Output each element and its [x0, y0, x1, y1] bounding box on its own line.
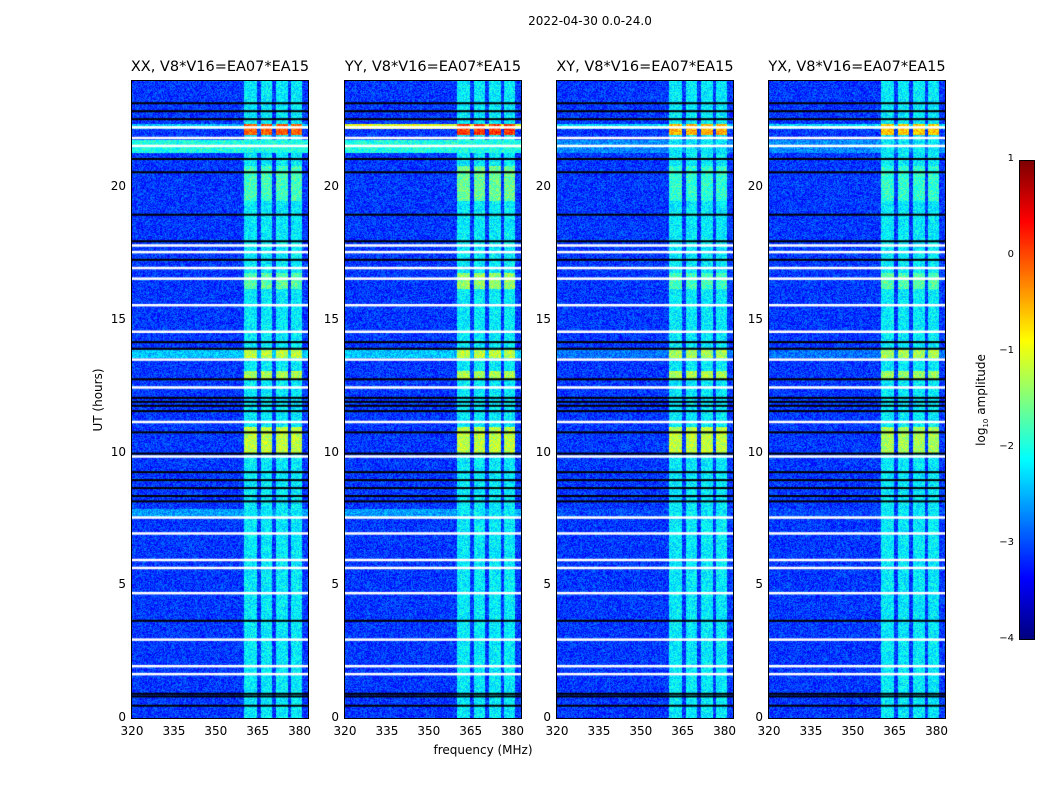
- heatmap-panel-yx: [768, 80, 946, 719]
- y-tick-label: 15: [535, 311, 551, 326]
- x-tick-label: 320: [120, 724, 144, 738]
- x-tick-label: 350: [629, 724, 653, 738]
- x-tick-label: 320: [545, 724, 569, 738]
- x-tick-label: 335: [375, 724, 399, 738]
- x-tick-label: 365: [671, 724, 695, 738]
- x-tick-label: 335: [587, 724, 611, 738]
- heatmap-panel-xy: [556, 80, 734, 719]
- y-tick-label: 5: [331, 577, 339, 592]
- heatmap-cells: [345, 81, 521, 718]
- y-tick-label: 20: [110, 179, 126, 194]
- figure-title: 2022-04-30 0.0-24.0: [528, 14, 652, 28]
- x-tick-label: 350: [841, 724, 865, 738]
- colorbar-tick-label: −3: [999, 537, 1014, 548]
- colorbar-tick-label: −1: [999, 345, 1014, 356]
- panel-title: XY, V8*V16=EA07*EA15: [556, 59, 734, 75]
- panel-title: YY, V8*V16=EA07*EA15: [344, 59, 522, 75]
- y-tick-label: 15: [747, 311, 763, 326]
- y-tick-label: 10: [747, 444, 763, 459]
- heatmap-panel-yy: [344, 80, 522, 719]
- heatmap-cells: [557, 81, 733, 718]
- y-tick-label: 0: [543, 710, 551, 724]
- y-tick-label: 15: [323, 311, 339, 326]
- heatmap-cells: [132, 81, 308, 718]
- y-tick-label: 0: [118, 710, 126, 724]
- heatmap-panel-xx: [131, 80, 309, 719]
- colorbar-label-suffix: amplitude: [973, 354, 988, 419]
- y-tick-label: 20: [323, 179, 339, 194]
- colorbar-label-sub: 10: [982, 418, 991, 428]
- y-tick-label: 5: [118, 577, 126, 592]
- y-tick-label: 5: [755, 577, 763, 592]
- x-tick-label: 335: [799, 724, 823, 738]
- y-tick-label: 20: [747, 179, 763, 194]
- x-axis-label: frequency (MHz): [433, 743, 533, 757]
- colorbar-label: log10 amplitude: [974, 354, 990, 446]
- y-tick-label: 10: [535, 444, 551, 459]
- colorbar-label-prefix: log: [973, 427, 988, 446]
- heatmap-cells: [769, 81, 945, 718]
- x-tick-label: 380: [501, 724, 525, 738]
- panel-title: XX, V8*V16=EA07*EA15: [130, 59, 310, 75]
- panel-title: YX, V8*V16=EA07*EA15: [768, 59, 946, 75]
- y-axis-label: UT (hours): [91, 368, 105, 432]
- x-tick-label: 350: [417, 724, 441, 738]
- x-tick-label: 320: [757, 724, 781, 738]
- y-tick-label: 10: [110, 444, 126, 459]
- x-tick-label: 320: [333, 724, 357, 738]
- colorbar-tick-label: −4: [999, 633, 1014, 644]
- x-tick-label: 365: [883, 724, 907, 738]
- x-tick-label: 365: [459, 724, 483, 738]
- y-tick-label: 0: [755, 710, 763, 724]
- y-tick-label: 0: [331, 710, 339, 724]
- y-tick-label: 15: [110, 311, 126, 326]
- x-tick-label: 380: [925, 724, 949, 738]
- x-tick-label: 350: [204, 724, 228, 738]
- x-tick-label: 380: [288, 724, 312, 738]
- colorbar-tick-label: −2: [999, 441, 1014, 452]
- colorbar-tick-label: 1: [1007, 153, 1014, 164]
- x-tick-label: 365: [246, 724, 270, 738]
- x-tick-label: 335: [162, 724, 186, 738]
- colorbar: [1019, 160, 1035, 640]
- x-tick-label: 380: [713, 724, 737, 738]
- y-tick-label: 10: [323, 444, 339, 459]
- colorbar-tick-label: 0: [1007, 249, 1014, 260]
- y-tick-label: 20: [535, 179, 551, 194]
- y-tick-label: 5: [543, 577, 551, 592]
